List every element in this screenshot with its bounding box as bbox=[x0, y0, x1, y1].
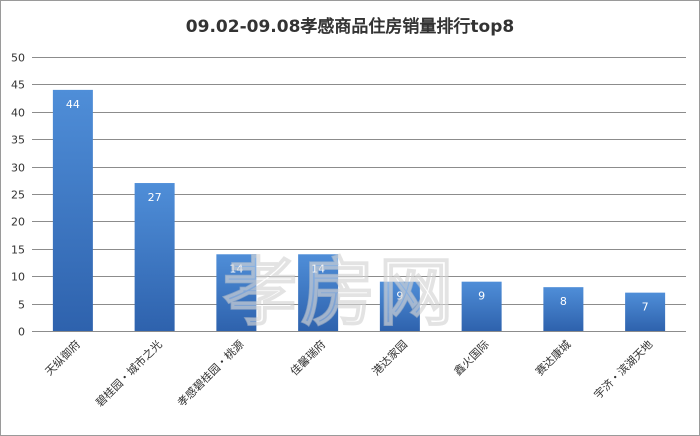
data-label: 14 bbox=[229, 262, 243, 275]
y-tick-label: 35 bbox=[11, 134, 25, 147]
watermark-logo: 孝房网 bbox=[223, 250, 457, 336]
category-label: 天纵御府 bbox=[42, 337, 83, 378]
chart-title: 09.02-09.08孝感商品住房销量排行top8 bbox=[185, 17, 515, 37]
bar bbox=[543, 287, 584, 331]
y-tick-label: 30 bbox=[11, 162, 25, 175]
bar bbox=[134, 183, 175, 331]
data-label: 9 bbox=[396, 290, 403, 303]
data-label: 8 bbox=[560, 295, 567, 308]
data-label: 27 bbox=[148, 191, 162, 204]
y-tick-label: 45 bbox=[11, 79, 25, 92]
y-tick-label: 10 bbox=[11, 271, 25, 284]
bar bbox=[625, 292, 666, 331]
data-label: 9 bbox=[478, 290, 485, 303]
category-label: 碧桂园・城市之光 bbox=[93, 337, 165, 409]
data-label: 44 bbox=[66, 98, 80, 111]
y-tick-label: 0 bbox=[18, 326, 25, 339]
y-tick-label: 40 bbox=[11, 107, 25, 120]
y-tick-label: 5 bbox=[18, 299, 25, 312]
category-label: 港达家园 bbox=[369, 337, 410, 378]
y-axis-ticks: 0 5 10 15 20 25 30 35 40 45 50 bbox=[11, 52, 25, 339]
data-label: 14 bbox=[311, 262, 325, 275]
y-tick-label: 50 bbox=[11, 52, 25, 65]
category-label: 鑫火国际 bbox=[451, 337, 492, 378]
bar bbox=[298, 254, 339, 331]
bar bbox=[216, 254, 257, 331]
category-labels: 天纵御府 碧桂园・城市之光 孝感碧桂园・桃源 佳馨瑞府 港达家园 鑫火国际 赛达康城 宇济・滨… bbox=[42, 337, 655, 409]
bar bbox=[52, 89, 93, 331]
data-labels: 44 27 14 14 9 9 8 7 bbox=[66, 98, 649, 314]
category-label: 孝感碧桂园・桃源 bbox=[174, 337, 246, 409]
category-label: 宇济・滨湖天地 bbox=[591, 337, 655, 401]
data-label: 7 bbox=[642, 301, 649, 314]
bar bbox=[379, 281, 420, 331]
bars bbox=[52, 89, 666, 331]
category-label: 佳馨瑞府 bbox=[287, 337, 328, 378]
y-tick-label: 20 bbox=[11, 216, 25, 229]
y-tick-label: 15 bbox=[11, 244, 25, 257]
bar bbox=[461, 281, 502, 331]
y-tick-label: 25 bbox=[11, 189, 25, 202]
category-label: 赛达康城 bbox=[532, 337, 573, 378]
